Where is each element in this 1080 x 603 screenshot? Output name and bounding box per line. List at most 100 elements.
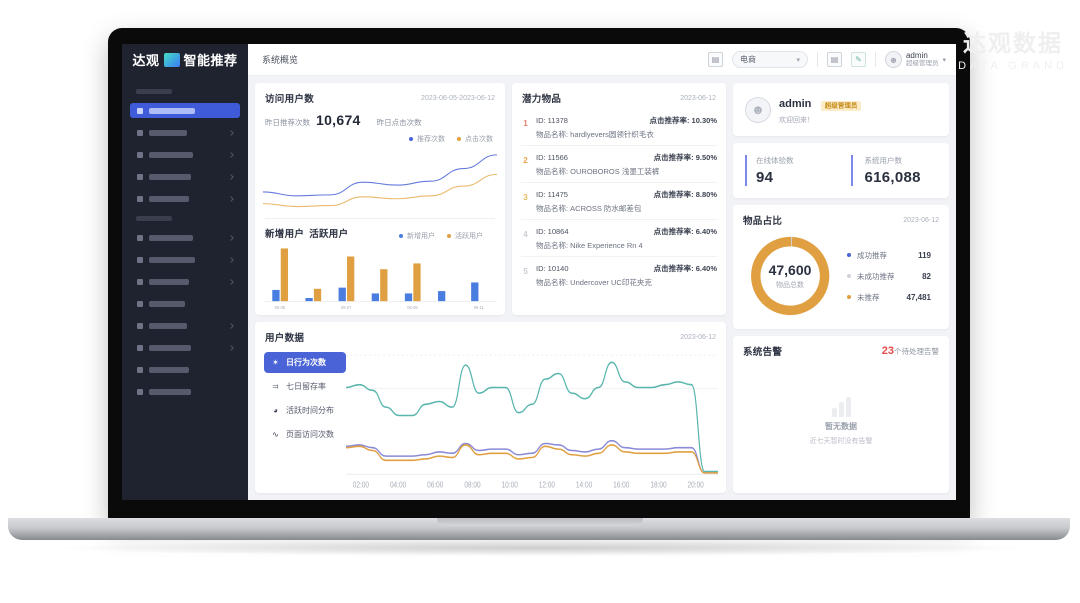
- item-content: ID: 11566 点击推荐率: 9.50% 物品名称: OUROBOROS 浅墨工…: [536, 152, 717, 177]
- bar-06-11-新增用户: [471, 282, 479, 302]
- legend-label: 成功推荐: [857, 250, 887, 260]
- item-rank: 3: [523, 193, 528, 202]
- list-item[interactable]: 4 ID: 10864 点击推荐率: 6.40% 物品名称: Nike Experie…: [521, 220, 717, 257]
- users-card-title-new: 新增用户: [265, 229, 305, 240]
- alert-card-header: 系统告警 23个待处理告警: [733, 336, 949, 360]
- items-card-date: 2023-06-12: [680, 94, 716, 102]
- sidebar-item-icon: [137, 173, 143, 180]
- alert-count-suffix: 个待处理告警: [894, 347, 939, 356]
- sidebar-item-1-6[interactable]: [130, 362, 240, 377]
- scatter-icon: ✶: [272, 358, 279, 367]
- user-data-menu-item-2[interactable]: ◕ 活跃时间分布: [264, 400, 346, 421]
- x-tick-label: 08:00: [464, 480, 480, 490]
- scene-select-value: 电商: [739, 55, 756, 64]
- item-content: ID: 10864 点击推荐率: 6.40% 物品名称: Nike Experien…: [536, 226, 717, 251]
- sidebar-item-label: [149, 151, 193, 158]
- sidebar-item-1-1[interactable]: [130, 252, 240, 267]
- chevron-right-icon: [228, 195, 234, 202]
- list-item[interactable]: 1 ID: 11378 点击推荐率: 10.30% 物品名称: hardlyevers…: [521, 109, 717, 146]
- list-item[interactable]: 3 ID: 11475 点击推荐率: 8.80% 物品名称: ACROSS 防水邮差包: [521, 183, 717, 220]
- user-avatar-icon: ☻: [884, 51, 902, 68]
- divider: [816, 52, 818, 67]
- list-item[interactable]: 5 ID: 10140 点击推荐率: 6.40% 物品名称: Undercover U…: [521, 257, 717, 293]
- item-ratio-card: 物品占比 2023-06-12 47,600 物品总数: [733, 205, 949, 329]
- sidebar-item-label: [149, 300, 185, 307]
- sidebar-item-1-5[interactable]: [130, 340, 240, 355]
- sidebar-item-label: [149, 234, 193, 241]
- legend-label: 推荐次数: [417, 136, 445, 143]
- item-rank: 2: [523, 156, 528, 165]
- brand-name: 达观: [132, 53, 160, 68]
- alert-empty-state: 暂无数据 近七天暂时没有告警: [733, 360, 949, 493]
- laptop-notch: [437, 518, 643, 526]
- visits-chart-svg: [263, 154, 497, 208]
- legend-dot-icon: [847, 295, 851, 299]
- item-click-rate: 点击推荐率: 6.40%: [653, 264, 717, 273]
- user-menu[interactable]: ☻ admin 超级管理员 ▾: [884, 51, 946, 68]
- alert-count-value: 23: [881, 345, 894, 357]
- logo-mark-icon: [163, 52, 180, 67]
- pencil-icon[interactable]: ✎: [850, 52, 866, 67]
- legend-dot-icon: [847, 274, 851, 278]
- alert-card-title: 系统告警: [743, 347, 783, 358]
- item-click-rate: 点击推荐率: 6.40%: [653, 227, 717, 236]
- sidebar-item-label: [149, 256, 195, 263]
- welcome-card: ☻ admin 超级管理员 欢迎回来！: [733, 83, 949, 136]
- x-tick-label: 06-05: [275, 305, 286, 310]
- sidebar-item-icon: [137, 322, 143, 329]
- legend-dot-icon: [399, 234, 403, 238]
- sidebar-item-label: [149, 129, 187, 136]
- chevron-right-icon: [228, 278, 234, 285]
- stat-label: 在线体验数: [756, 156, 794, 165]
- stat-label: 系统用户数: [864, 156, 903, 165]
- list-icon[interactable]: ▤: [707, 52, 723, 67]
- sidebar-item-0-3[interactable]: [130, 169, 240, 184]
- brand-logo[interactable]: 达观 智能推荐: [122, 44, 248, 76]
- donut-total-label: 物品总数: [776, 282, 804, 289]
- visits-legend-item-0: 推荐次数: [409, 134, 445, 144]
- user-name: admin: [905, 51, 928, 61]
- sidebar-item-0-1[interactable]: [130, 125, 240, 140]
- user-data-menu-item-0[interactable]: ✶ 日行为次数: [264, 352, 346, 373]
- item-id-row: ID: 11566 点击推荐率: 9.50%: [536, 152, 717, 163]
- sidebar-item-icon: [137, 234, 143, 241]
- bar-06-06-新增用户: [305, 298, 313, 302]
- scene-select[interactable]: 电商 ▾: [731, 51, 808, 68]
- sidebar-item-1-0[interactable]: [130, 230, 240, 245]
- watermark: 达观数据 DATA GRAND: [958, 24, 1068, 72]
- chevron-right-icon: [228, 151, 234, 158]
- x-tick-label: 18:00: [650, 480, 666, 490]
- stat-0: 在线体验数 94: [745, 155, 841, 186]
- users-card-header: 新增用户 活跃用户 新增用户 活跃用户: [255, 219, 505, 243]
- sidebar-item-1-7[interactable]: [130, 384, 240, 399]
- x-tick-label: 16:00: [613, 480, 629, 490]
- user-data-menu-item-3[interactable]: ∿ 页面访问次数: [264, 424, 346, 445]
- items-card-header: 潜力物品 2023-06-12: [512, 83, 726, 107]
- sidebar-item-0-2[interactable]: [130, 147, 240, 162]
- user-data-series-series-teal: [346, 361, 718, 473]
- sidebar-item-0-4[interactable]: [130, 191, 240, 206]
- page-title: 系统概览: [262, 55, 299, 65]
- item-rank: 4: [523, 230, 528, 239]
- empty-title: 暂无数据: [825, 422, 857, 431]
- item-id: ID: 11566: [536, 153, 568, 162]
- funnel-icon: ⫤: [272, 381, 279, 391]
- user-data-title: 用户数据: [265, 333, 305, 344]
- item-content: ID: 10140 点击推荐率: 6.40% 物品名称: Undercover UC…: [536, 263, 717, 288]
- list-item[interactable]: 2 ID: 11566 点击推荐率: 9.50% 物品名称: OUROBOROS 浅墨…: [521, 146, 717, 183]
- user-data-header: 用户数据 2023-06-12: [255, 322, 726, 346]
- sidebar-item-1-3[interactable]: [130, 296, 240, 311]
- bar-06-09-新增用户: [404, 293, 413, 302]
- document-icon[interactable]: ▤: [826, 52, 842, 67]
- sidebar-item-label: [149, 322, 187, 329]
- user-data-menu-item-1[interactable]: ⫤ 七日留存率: [264, 376, 346, 397]
- sidebar-item-0-0[interactable]: [130, 103, 240, 118]
- bar-06-05-活跃用户: [280, 248, 289, 302]
- sidebar-item-1-4[interactable]: [130, 318, 240, 333]
- visits-card-title: 访问用户数: [265, 94, 315, 105]
- donut-chart: 47,600 物品总数: [747, 233, 833, 319]
- sidebar-item-icon: [137, 195, 143, 202]
- chevron-down-icon: ▾: [942, 56, 946, 64]
- sidebar-item-icon: [137, 129, 143, 136]
- sidebar-item-1-2[interactable]: [130, 274, 240, 289]
